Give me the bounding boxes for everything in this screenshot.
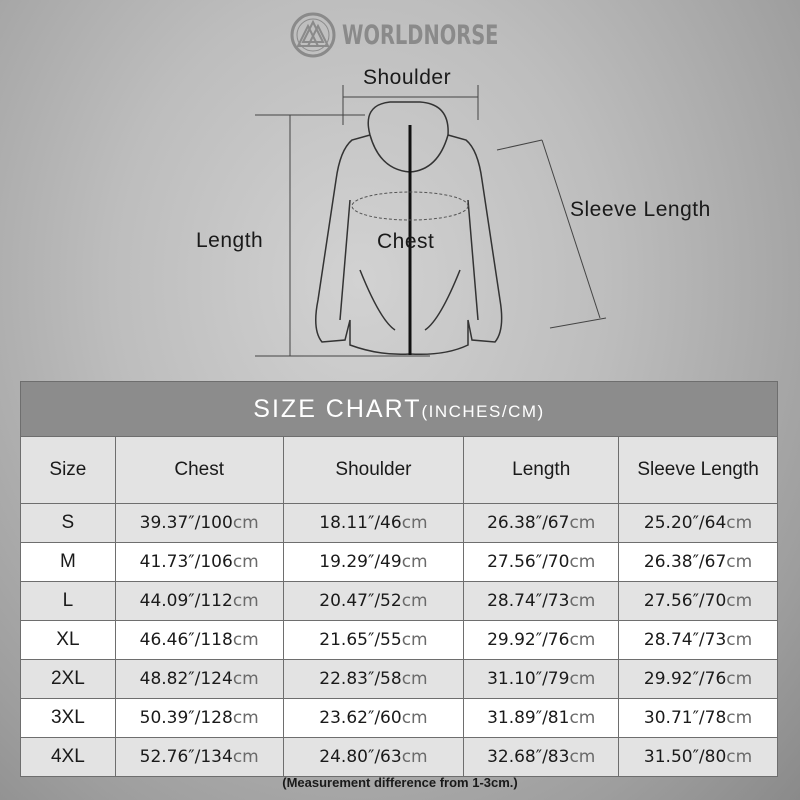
cell-length: 32.68″/83cm bbox=[463, 737, 620, 777]
cell-size: L bbox=[20, 581, 116, 621]
hoodie-diagram bbox=[255, 85, 607, 357]
measure-lines bbox=[255, 85, 607, 357]
cell-sleeve: 26.38″/67cm bbox=[618, 542, 778, 582]
cell-size: 3XL bbox=[20, 698, 116, 738]
label-length: Length bbox=[196, 229, 264, 252]
cell-size: XL bbox=[20, 620, 116, 660]
table-row: 3XL 50.39″/128cm 23.62″/60cm 31.89″/81cm 30.… bbox=[20, 698, 778, 738]
measurement-note: (Measurement difference from 1-3cm.) bbox=[282, 775, 518, 790]
cell-length: 27.56″/70cm bbox=[463, 542, 620, 582]
table-row: S 39.37″/100cm 18.11″/46cm 26.38″/67cm 25.20… bbox=[20, 503, 778, 543]
cell-shoulder: 23.62″/60cm bbox=[282, 698, 465, 738]
cell-shoulder: 19.29″/49cm bbox=[282, 542, 465, 582]
col-size: Size bbox=[20, 436, 116, 504]
cell-chest: 50.39″/128cm bbox=[114, 698, 284, 738]
cell-sleeve: 27.56″/70cm bbox=[618, 581, 778, 621]
table-row: L 44.09″/112cm 20.47″/52cm 28.74″/73cm 27.56… bbox=[20, 581, 778, 621]
cell-shoulder: 21.65″/55cm bbox=[282, 620, 465, 660]
cell-shoulder: 22.83″/58cm bbox=[282, 659, 465, 699]
cell-shoulder: 24.80″/63cm bbox=[282, 737, 465, 777]
cell-chest: 48.82″/124cm bbox=[114, 659, 284, 699]
table-row: XL 46.46″/118cm 21.65″/55cm 29.92″/76cm 28.7… bbox=[20, 620, 778, 660]
cell-sleeve: 25.20″/64cm bbox=[618, 503, 778, 543]
col-chest: Chest bbox=[114, 436, 284, 504]
table-row: 2XL 48.82″/124cm 22.83″/58cm 31.10″/79cm 29.… bbox=[20, 659, 778, 699]
cell-size: M bbox=[20, 542, 116, 582]
col-length: Length bbox=[463, 436, 620, 504]
label-sleeve-length: Sleeve Length bbox=[570, 198, 711, 221]
cell-chest: 44.09″/112cm bbox=[114, 581, 284, 621]
cell-chest: 41.73″/106cm bbox=[114, 542, 284, 582]
cell-chest: 52.76″/134cm bbox=[114, 737, 284, 777]
table-row: 4XL 52.76″/134cm 24.80″/63cm 32.68″/83cm 31.… bbox=[20, 737, 778, 777]
cell-sleeve: 31.50″/80cm bbox=[618, 737, 778, 777]
cell-shoulder: 20.47″/52cm bbox=[282, 581, 465, 621]
label-chest: Chest bbox=[377, 230, 435, 253]
col-sleeve-length: Sleeve Length bbox=[618, 436, 778, 504]
cell-length: 28.74″/73cm bbox=[463, 581, 620, 621]
size-chart-table: SIZE CHART(INCHES/CM) Size Chest Shoulde… bbox=[20, 381, 778, 777]
cell-sleeve: 28.74″/73cm bbox=[618, 620, 778, 660]
table-row: M 41.73″/106cm 19.29″/49cm 27.56″/70cm 26.38… bbox=[20, 542, 778, 582]
valknut-icon bbox=[290, 12, 336, 58]
cell-shoulder: 18.11″/46cm bbox=[282, 503, 465, 543]
cell-length: 29.92″/76cm bbox=[463, 620, 620, 660]
cell-size: 4XL bbox=[20, 737, 116, 777]
cell-size: 2XL bbox=[20, 659, 116, 699]
brand-logo: WORLDNORSE bbox=[290, 12, 538, 58]
chest-measure bbox=[351, 191, 469, 221]
cell-sleeve: 30.71″/78cm bbox=[618, 698, 778, 738]
brand-name: WORLDNORSE bbox=[342, 19, 499, 51]
label-shoulder: Shoulder bbox=[363, 66, 452, 89]
cell-chest: 46.46″/118cm bbox=[114, 620, 284, 660]
cell-length: 31.10″/79cm bbox=[463, 659, 620, 699]
cell-sleeve: 29.92″/76cm bbox=[618, 659, 778, 699]
col-shoulder: Shoulder bbox=[282, 436, 465, 504]
header-row: Size Chest Shoulder Length Sleeve Length bbox=[20, 436, 778, 504]
cell-chest: 39.37″/100cm bbox=[114, 503, 284, 543]
cell-size: S bbox=[20, 503, 116, 543]
cell-length: 31.89″/81cm bbox=[463, 698, 620, 738]
table-title: SIZE CHART(INCHES/CM) bbox=[20, 381, 778, 437]
cell-length: 26.38″/67cm bbox=[463, 503, 620, 543]
